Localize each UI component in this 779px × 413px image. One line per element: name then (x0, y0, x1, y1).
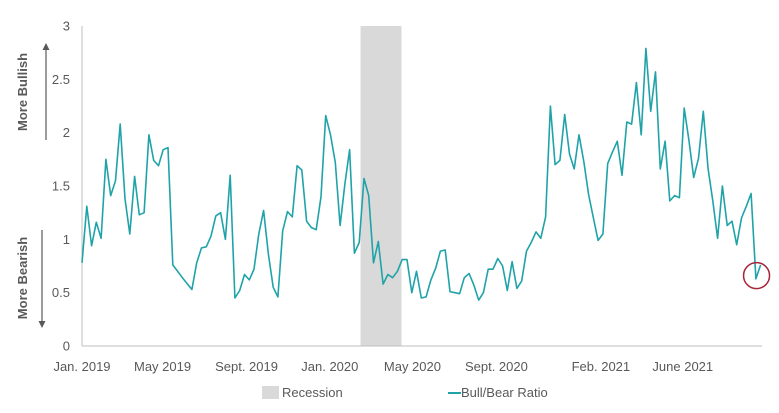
legend-recession-swatch (262, 386, 279, 399)
x-tick-label: May 2020 (384, 359, 441, 374)
x-tick-label: May 2019 (134, 359, 191, 374)
more-bearish-annotation: More Bearish (15, 230, 46, 328)
x-tick-label: Sept. 2020 (465, 359, 528, 374)
bull-bear-ratio-line (81, 47, 762, 301)
x-tick-label: Sept. 2019 (215, 359, 278, 374)
x-tick-label: Jan. 2019 (53, 359, 110, 374)
y-tick-label: 0 (63, 339, 70, 354)
legend-series-label: Bull/Bear Ratio (461, 385, 548, 400)
more-bullish-annotation: More Bullish (15, 43, 50, 140)
latest-reading-highlight (742, 261, 771, 290)
x-tick-label: Feb. 2021 (572, 359, 631, 374)
y-tick-label: 1.5 (52, 179, 70, 194)
y-tick-label: 0.5 (52, 285, 70, 300)
x-tick-labels: Jan. 2019 May 2019 Sept. 2019 Jan. 2020 May … (53, 359, 713, 374)
more-bullish-label: More Bullish (15, 53, 30, 131)
x-tick-label: June 2021 (652, 359, 713, 374)
y-tick-label: 3 (63, 19, 70, 34)
more-bearish-label: More Bearish (15, 237, 30, 319)
y-tick-label: 1 (63, 232, 70, 247)
legend-recession-label: Recession (282, 385, 343, 400)
y-tick-labels: 0 0.5 1 1.5 2 2.5 3 (52, 19, 70, 354)
y-tick-label: 2 (63, 125, 70, 140)
recession-band (360, 26, 402, 346)
y-tick-label: 2.5 (52, 72, 70, 87)
x-tick-label: Jan. 2020 (301, 359, 358, 374)
legend: Recession Bull/Bear Ratio (262, 385, 548, 400)
